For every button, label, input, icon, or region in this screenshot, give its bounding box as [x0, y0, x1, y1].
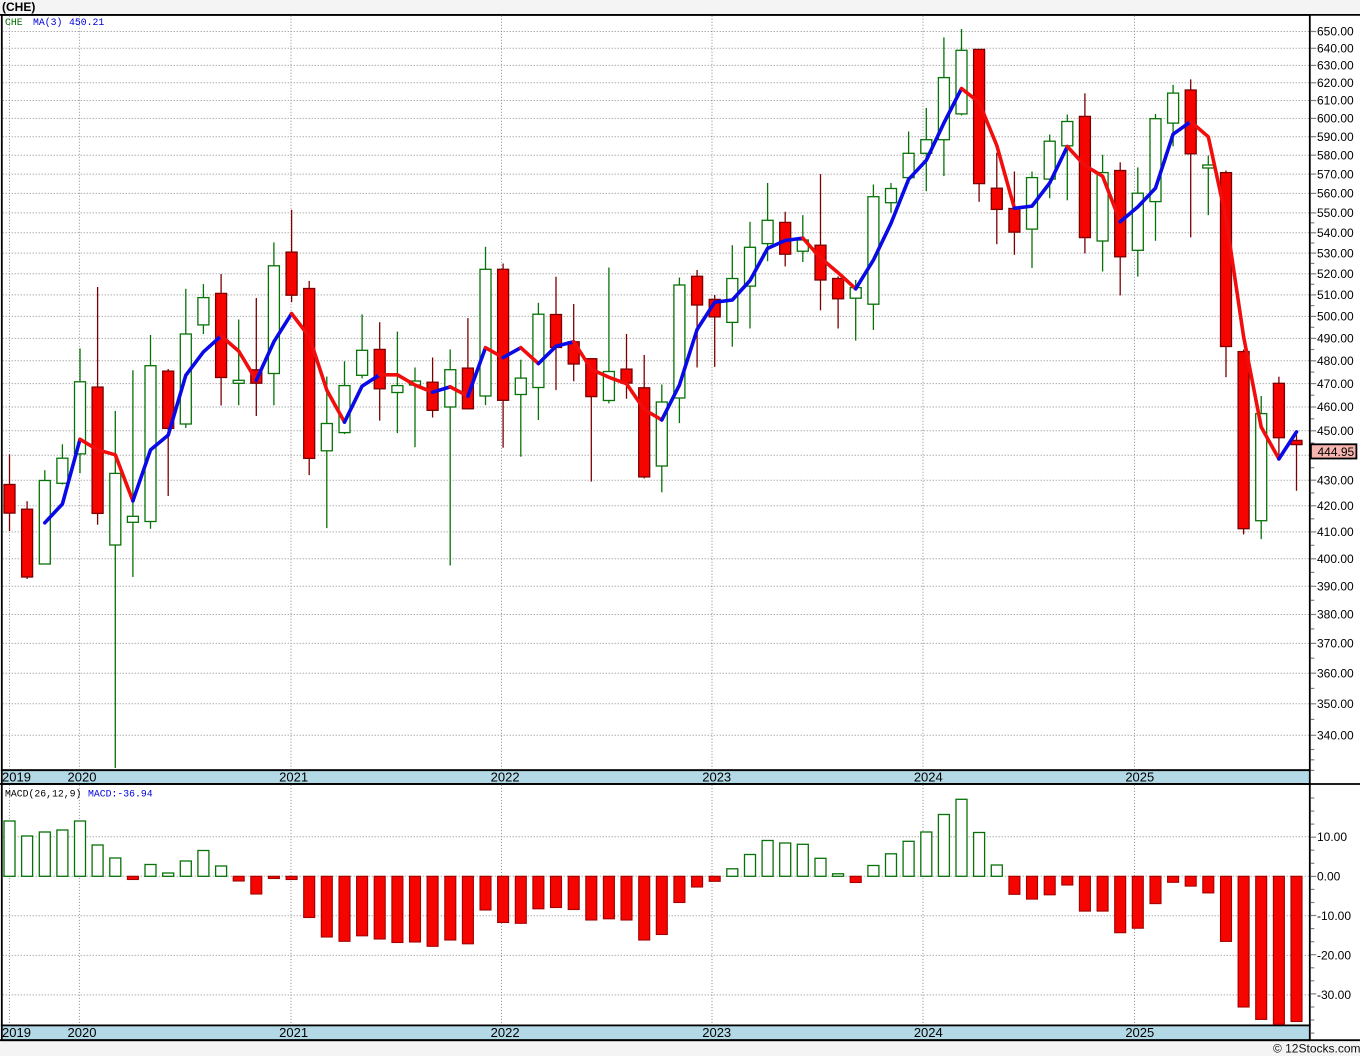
svg-text:2024: 2024	[914, 770, 943, 785]
svg-text:2020: 2020	[68, 770, 97, 785]
svg-text:-30.00: -30.00	[1317, 988, 1351, 1002]
svg-text:590.00: 590.00	[1317, 130, 1354, 144]
svg-text:550.00: 550.00	[1317, 206, 1354, 220]
svg-text:450.21: 450.21	[69, 17, 104, 28]
svg-text:MACD(26,12,9): MACD(26,12,9)	[5, 789, 81, 800]
svg-text:630.00: 630.00	[1317, 59, 1354, 73]
svg-text:570.00: 570.00	[1317, 167, 1354, 181]
svg-text:470.00: 470.00	[1317, 377, 1354, 391]
svg-text:(CHE): (CHE)	[2, 0, 35, 14]
svg-text:380.00: 380.00	[1317, 608, 1354, 622]
svg-text:0.00: 0.00	[1317, 870, 1341, 884]
svg-text:410.00: 410.00	[1317, 525, 1354, 539]
svg-text:650.00: 650.00	[1317, 25, 1354, 39]
svg-text:2020: 2020	[68, 1025, 97, 1040]
svg-text:390.00: 390.00	[1317, 580, 1354, 594]
svg-text:2019: 2019	[2, 770, 31, 785]
svg-text:2023: 2023	[702, 770, 731, 785]
svg-text:CHE: CHE	[5, 17, 23, 28]
svg-text:600.00: 600.00	[1317, 112, 1354, 126]
svg-text:360.00: 360.00	[1317, 666, 1354, 680]
svg-text:2021: 2021	[279, 770, 308, 785]
svg-text:530.00: 530.00	[1317, 246, 1354, 260]
svg-text:2022: 2022	[491, 770, 520, 785]
svg-text:2021: 2021	[279, 1025, 308, 1040]
svg-text:640.00: 640.00	[1317, 42, 1354, 56]
svg-text:340.00: 340.00	[1317, 729, 1354, 743]
svg-text:420.00: 420.00	[1317, 499, 1354, 513]
svg-text:2025: 2025	[1125, 770, 1154, 785]
svg-text:560.00: 560.00	[1317, 187, 1354, 201]
svg-text:430.00: 430.00	[1317, 473, 1354, 487]
svg-text:490.00: 490.00	[1317, 332, 1354, 346]
svg-text:400.00: 400.00	[1317, 552, 1354, 566]
svg-text:580.00: 580.00	[1317, 148, 1354, 162]
svg-text:610.00: 610.00	[1317, 94, 1354, 108]
svg-text:2023: 2023	[702, 1025, 731, 1040]
svg-text:520.00: 520.00	[1317, 267, 1354, 281]
svg-text:370.00: 370.00	[1317, 637, 1354, 651]
svg-text:-20.00: -20.00	[1317, 949, 1351, 963]
svg-text:350.00: 350.00	[1317, 697, 1354, 711]
svg-text:480.00: 480.00	[1317, 354, 1354, 368]
svg-text:460.00: 460.00	[1317, 400, 1354, 414]
svg-text:450.00: 450.00	[1317, 424, 1354, 438]
svg-text:540.00: 540.00	[1317, 226, 1354, 240]
svg-text:500.00: 500.00	[1317, 310, 1354, 324]
svg-text:620.00: 620.00	[1317, 76, 1354, 90]
svg-text:444.95: 444.95	[1318, 445, 1355, 459]
svg-text:2025: 2025	[1125, 1025, 1154, 1040]
svg-text:10.00: 10.00	[1317, 830, 1347, 844]
svg-text:MA(3): MA(3)	[33, 17, 62, 28]
svg-text:2024: 2024	[914, 1025, 943, 1040]
svg-text:MACD:-36.94: MACD:-36.94	[88, 789, 153, 800]
svg-text:© 12Stocks.com: © 12Stocks.com	[1273, 1042, 1360, 1056]
svg-text:2019: 2019	[2, 1025, 31, 1040]
svg-text:510.00: 510.00	[1317, 288, 1354, 302]
svg-text:-10.00: -10.00	[1317, 909, 1351, 923]
svg-text:2022: 2022	[491, 1025, 520, 1040]
